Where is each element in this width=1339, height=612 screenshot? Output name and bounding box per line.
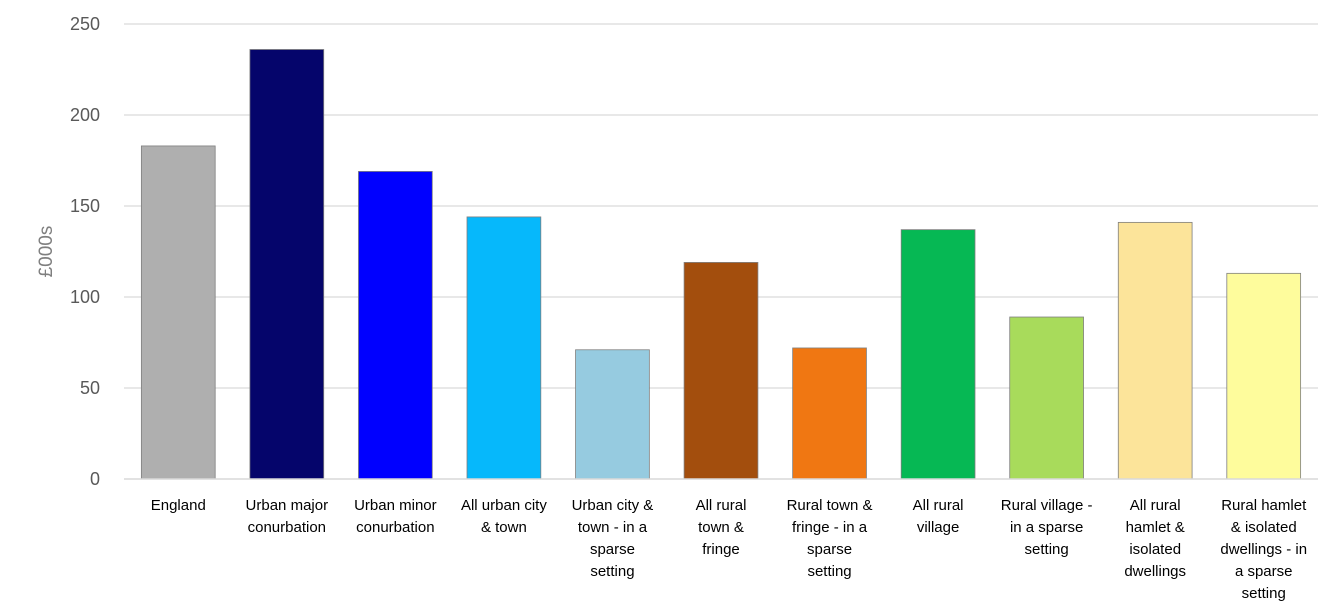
- x-tick-label: All rural town & fringe: [696, 497, 747, 558]
- x-tick-label: Rural village -in a sparse setting: [1001, 497, 1093, 558]
- x-tick-label: Rural town & fringe - in a sparse setting: [787, 497, 873, 580]
- y-tick-label: 150: [70, 196, 100, 216]
- bar: [792, 347, 867, 480]
- bar: [140, 145, 216, 480]
- x-tick-label: Rural hamlet & isolated dwellings - in a sp…: [1220, 497, 1307, 602]
- y-tick-label: 200: [70, 105, 100, 125]
- bar: [1009, 316, 1084, 480]
- y-tick-label: 0: [90, 469, 100, 489]
- x-axis-labels: England Urban major conurbation Urban minor…: [151, 497, 1307, 602]
- x-tick-label: All urban city & town: [461, 497, 547, 536]
- y-axis-ticks: 0 50 100 150 200 250: [70, 14, 100, 489]
- bar: [575, 349, 650, 480]
- bars: [140, 49, 1302, 480]
- x-tick-label: England: [151, 497, 206, 514]
- x-tick-label: Urban city & town - in a sparse setting: [572, 497, 654, 580]
- bar: [466, 216, 542, 480]
- y-axis-title: £000s: [36, 226, 57, 278]
- y-tick-label: 250: [70, 14, 100, 34]
- bar: [683, 262, 759, 480]
- y-tick-label: 50: [80, 378, 100, 398]
- bar: [358, 171, 433, 480]
- bar: [1117, 221, 1193, 480]
- bar: [900, 229, 976, 480]
- x-tick-label: All rural hamlet & isolated dwellings: [1124, 497, 1186, 580]
- x-tick-label: Urban major conurbation: [246, 497, 329, 536]
- x-tick-label: All rural village: [913, 497, 964, 536]
- bar: [249, 49, 325, 480]
- y-tick-label: 100: [70, 287, 100, 307]
- bar: [1226, 272, 1302, 480]
- x-tick-label: Urban minor conurbation: [354, 497, 437, 536]
